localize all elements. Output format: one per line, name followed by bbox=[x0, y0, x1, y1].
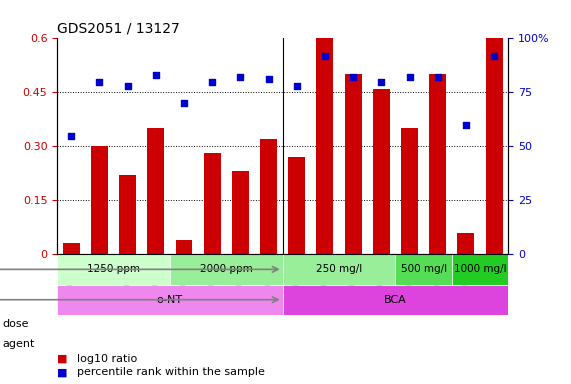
Point bbox=[151, 72, 160, 78]
Text: ■: ■ bbox=[57, 367, 67, 377]
Bar bbox=[452, 254, 508, 285]
Bar bbox=[57, 254, 170, 285]
Point bbox=[377, 78, 386, 84]
Text: dose: dose bbox=[3, 319, 29, 329]
Bar bbox=[63, 243, 79, 254]
Point bbox=[264, 76, 273, 83]
Bar bbox=[170, 254, 283, 285]
Bar bbox=[395, 254, 452, 285]
Bar bbox=[316, 38, 333, 254]
Point bbox=[292, 83, 301, 89]
Bar bbox=[147, 128, 164, 254]
Point bbox=[67, 132, 76, 139]
Bar bbox=[345, 74, 361, 254]
Bar bbox=[283, 285, 508, 315]
Bar bbox=[373, 89, 390, 254]
Text: percentile rank within the sample: percentile rank within the sample bbox=[77, 367, 265, 377]
Text: 2000 ppm: 2000 ppm bbox=[200, 264, 252, 274]
Point bbox=[433, 74, 443, 80]
Point bbox=[123, 83, 132, 89]
Bar bbox=[175, 240, 192, 254]
Bar bbox=[57, 285, 283, 315]
Point bbox=[405, 74, 414, 80]
Point bbox=[348, 74, 357, 80]
Point bbox=[208, 78, 217, 84]
Point bbox=[95, 78, 104, 84]
Text: 1000 mg/l: 1000 mg/l bbox=[454, 264, 506, 274]
Bar bbox=[91, 146, 108, 254]
Bar bbox=[232, 172, 249, 254]
Point bbox=[320, 53, 329, 59]
Text: 500 mg/l: 500 mg/l bbox=[400, 264, 447, 274]
Bar bbox=[260, 139, 277, 254]
Bar bbox=[429, 74, 446, 254]
Text: 250 mg/l: 250 mg/l bbox=[316, 264, 362, 274]
Bar bbox=[485, 38, 502, 254]
Bar bbox=[457, 233, 475, 254]
Bar bbox=[283, 254, 395, 285]
Text: agent: agent bbox=[3, 339, 35, 349]
Text: GDS2051 / 13127: GDS2051 / 13127 bbox=[57, 22, 180, 36]
Bar bbox=[288, 157, 305, 254]
Bar bbox=[119, 175, 136, 254]
Text: 1250 ppm: 1250 ppm bbox=[87, 264, 140, 274]
Text: ■: ■ bbox=[57, 354, 67, 364]
Point bbox=[461, 122, 471, 128]
Text: o-NT: o-NT bbox=[157, 295, 183, 305]
Point bbox=[179, 100, 188, 106]
Point bbox=[489, 53, 498, 59]
Bar bbox=[401, 128, 418, 254]
Point bbox=[236, 74, 245, 80]
Text: log10 ratio: log10 ratio bbox=[77, 354, 138, 364]
Bar bbox=[204, 154, 220, 254]
Text: BCA: BCA bbox=[384, 295, 407, 305]
